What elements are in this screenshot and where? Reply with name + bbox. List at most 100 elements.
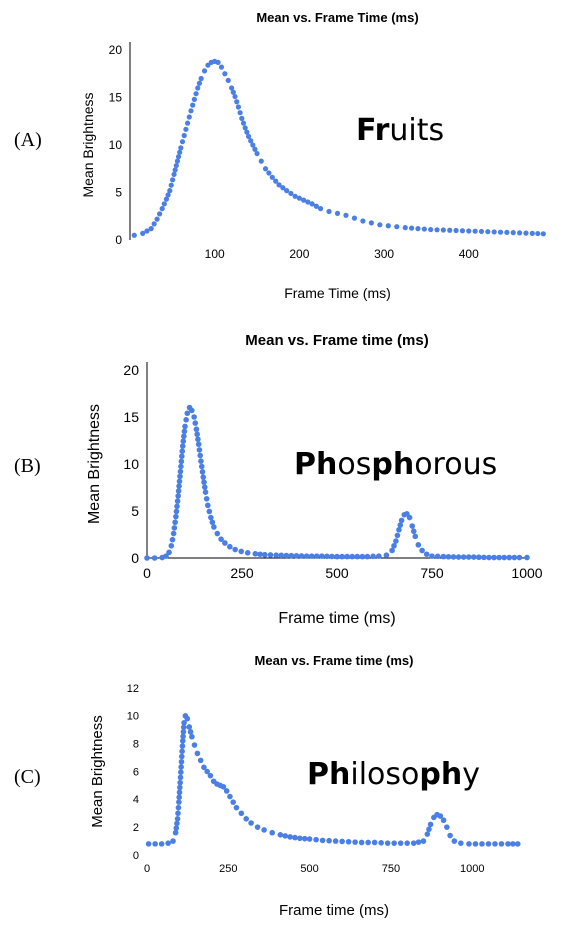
- data-point: [352, 839, 358, 845]
- data-point: [196, 447, 203, 453]
- data-point: [505, 841, 511, 847]
- data-point: [466, 841, 472, 847]
- data-point: [148, 226, 154, 232]
- annotation-word-part: Ph: [294, 447, 337, 482]
- data-point: [415, 839, 422, 845]
- data-point: [313, 836, 319, 843]
- data-point: [165, 192, 171, 198]
- data-point: [174, 816, 181, 822]
- data-point: [319, 837, 326, 844]
- data-point: [334, 553, 340, 560]
- panel-label: (C): [14, 766, 41, 788]
- data-point: [370, 553, 376, 560]
- data-point: [167, 188, 173, 194]
- data-point: [218, 64, 225, 70]
- data-point: [176, 483, 182, 489]
- data-point: [261, 827, 267, 833]
- x-tick-label: 500: [300, 863, 318, 875]
- data-point: [193, 426, 200, 433]
- data-point: [207, 772, 214, 779]
- data-point: [177, 468, 184, 475]
- data-point: [419, 547, 425, 554]
- data-point: [187, 729, 194, 735]
- data-point: [296, 195, 302, 201]
- chart-title: Mean vs. Frame time (ms): [245, 332, 428, 349]
- annotation-word-part: iloso: [350, 757, 419, 792]
- data-point: [195, 441, 202, 448]
- data-point: [309, 201, 315, 207]
- data-point: [229, 85, 235, 91]
- data-point: [364, 553, 371, 560]
- annotation-word-part: ph: [419, 757, 462, 792]
- data-point: [163, 196, 170, 202]
- data-point: [170, 530, 177, 537]
- data-point: [215, 59, 221, 65]
- data-point: [169, 536, 176, 543]
- data-point: [230, 799, 236, 805]
- data-point: [351, 215, 358, 221]
- data-point: [222, 540, 228, 546]
- data-point: [238, 810, 245, 817]
- data-point: [269, 829, 276, 836]
- x-tick-label: 750: [382, 863, 400, 875]
- data-point: [200, 474, 207, 480]
- data-point: [377, 222, 383, 228]
- data-point: [157, 211, 163, 217]
- data-point: [176, 789, 183, 796]
- data-point: [179, 139, 186, 145]
- data-point: [282, 833, 289, 839]
- data-point: [234, 99, 240, 105]
- y-axis-label: Mean Brightness: [86, 404, 103, 524]
- data-point: [491, 229, 497, 235]
- data-point: [195, 85, 201, 91]
- data-point: [170, 177, 176, 183]
- data-point: [343, 212, 349, 218]
- data-point: [306, 836, 313, 842]
- data-point: [383, 552, 390, 558]
- data-point: [360, 218, 366, 224]
- data-point: [230, 89, 236, 95]
- data-point: [211, 524, 217, 530]
- data-point: [398, 517, 405, 524]
- x-tick-label: 0: [144, 863, 150, 875]
- data-point: [205, 502, 211, 509]
- data-point: [412, 533, 419, 540]
- y-tick-label: 0: [133, 850, 139, 862]
- data-point: [177, 149, 183, 155]
- data-point: [189, 407, 195, 414]
- data-point: [504, 229, 510, 235]
- data-point: [181, 428, 188, 435]
- data-point: [184, 715, 191, 722]
- data-point: [173, 162, 179, 169]
- data-point: [151, 221, 157, 227]
- annotation-word-part: uits: [389, 113, 444, 148]
- data-point: [471, 554, 477, 560]
- data-point: [179, 443, 186, 449]
- data-point: [394, 532, 401, 539]
- data-point: [288, 190, 294, 197]
- data-point: [391, 542, 397, 549]
- data-point: [313, 203, 319, 209]
- annotation-word-part: orous: [414, 447, 497, 482]
- data-point: [397, 522, 404, 528]
- data-point: [276, 182, 282, 188]
- data-point: [181, 433, 187, 440]
- data-point: [440, 817, 447, 824]
- data-point: [174, 820, 180, 827]
- data-point: [237, 110, 243, 116]
- data-point: [220, 784, 227, 790]
- data-point: [292, 193, 298, 199]
- data-point: [258, 158, 264, 164]
- x-tick-label: 250: [230, 565, 254, 581]
- data-point: [283, 552, 290, 559]
- annotation-word: Phosphorous: [294, 447, 497, 482]
- data-point: [179, 743, 186, 749]
- data-point: [180, 724, 187, 731]
- data-point: [193, 91, 199, 97]
- data-point: [198, 458, 204, 464]
- data-point: [465, 554, 472, 560]
- data-point: [421, 226, 427, 232]
- panel-label: (B): [14, 455, 41, 477]
- x-axis-label: Frame time (ms): [278, 610, 395, 627]
- data-point: [434, 227, 440, 233]
